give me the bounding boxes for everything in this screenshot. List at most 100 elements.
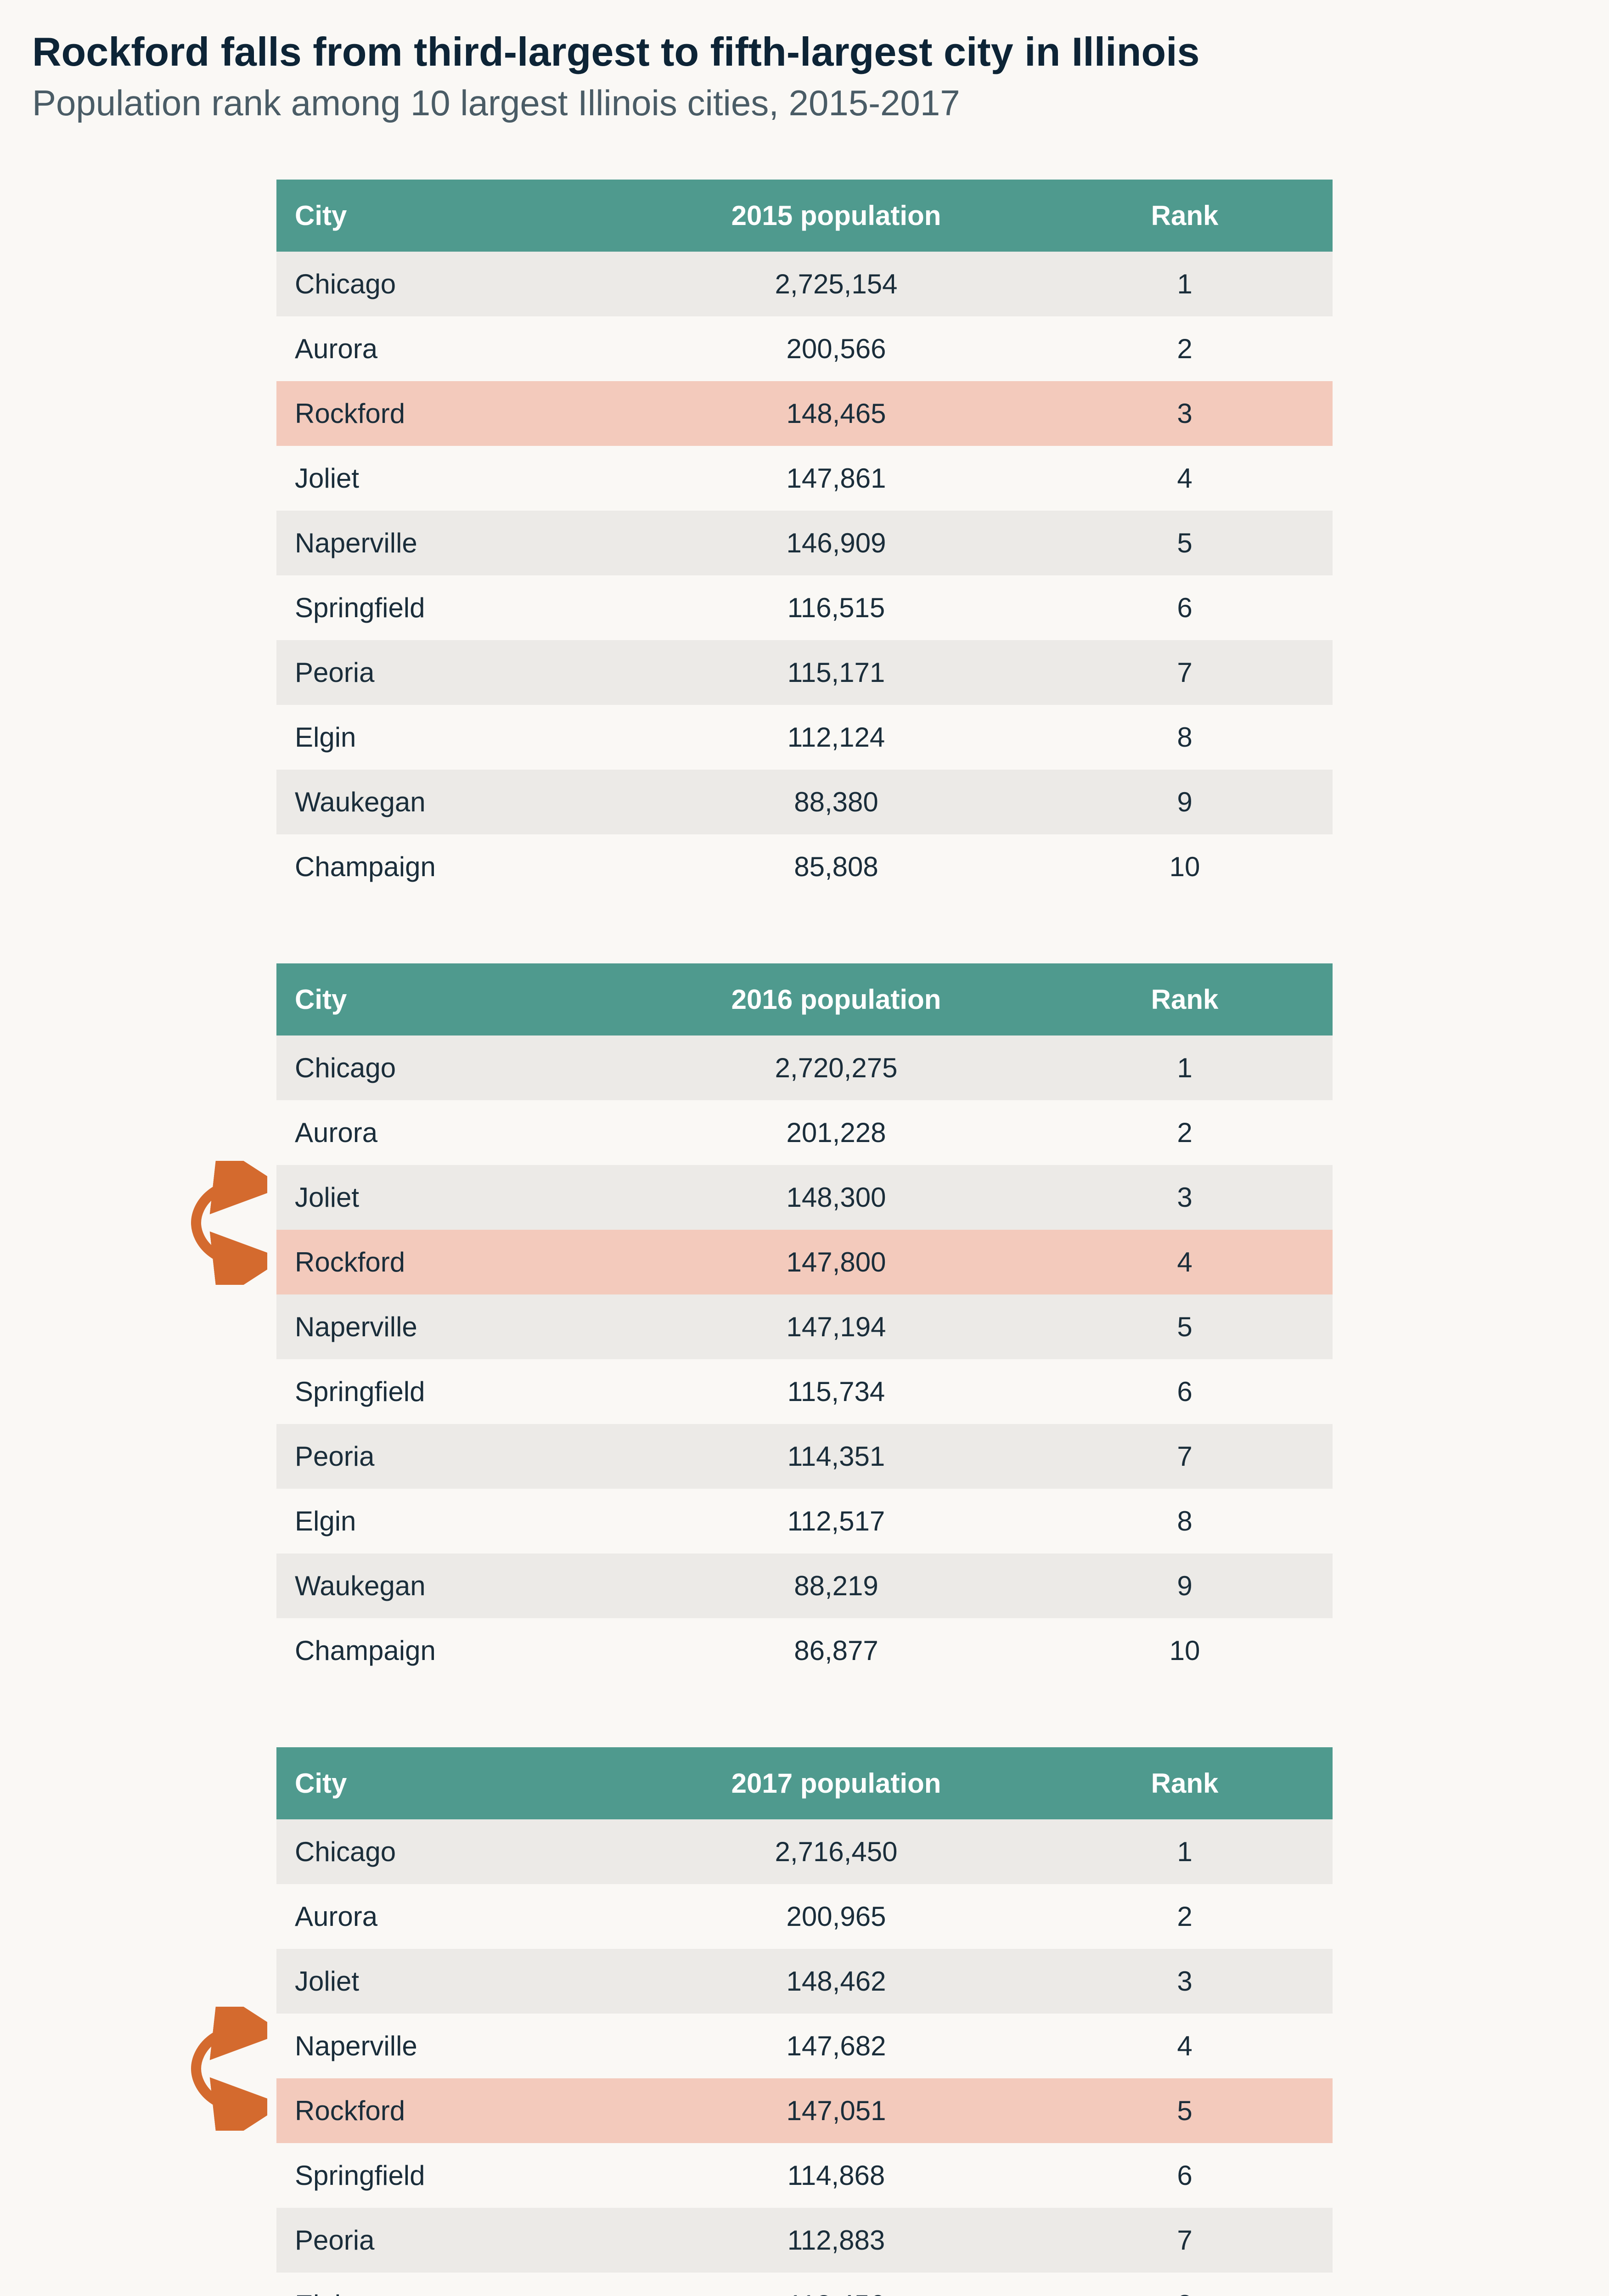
header-rank: Rank [1037,1747,1333,1819]
cell-population: 2,720,275 [636,1035,1037,1100]
cell-population: 112,883 [636,2208,1037,2273]
cell-population: 85,808 [636,834,1037,899]
cell-population: 115,171 [636,640,1037,705]
cell-population: 200,566 [636,316,1037,381]
cell-rank: 9 [1037,770,1333,834]
cell-population: 201,228 [636,1100,1037,1165]
table-row: Aurora200,5662 [276,316,1333,381]
table-row: Naperville147,1945 [276,1294,1333,1359]
cell-city: Waukegan [276,770,636,834]
cell-city: Peoria [276,2208,636,2273]
cell-rank: 8 [1037,1489,1333,1553]
cell-city: Champaign [276,834,636,899]
cell-rank: 1 [1037,252,1333,316]
swap-arrow-icon [175,2007,267,2131]
table-row: Naperville146,9095 [276,511,1333,575]
population-table: City2017 populationRankChicago2,716,4501… [276,1747,1333,2296]
cell-rank: 8 [1037,2273,1333,2296]
table-block-0: City2015 populationRankChicago2,725,1541… [276,180,1333,899]
table-row: Aurora200,9652 [276,1884,1333,1949]
cell-rank: 7 [1037,640,1333,705]
cell-population: 2,725,154 [636,252,1037,316]
cell-rank: 7 [1037,1424,1333,1489]
cell-population: 148,462 [636,1949,1037,2014]
cell-population: 115,734 [636,1359,1037,1424]
cell-rank: 2 [1037,1100,1333,1165]
cell-city: Naperville [276,2014,636,2078]
table-row: Waukegan88,2199 [276,1553,1333,1618]
cell-city: Aurora [276,1100,636,1165]
cell-rank: 3 [1037,1165,1333,1230]
cell-city: Naperville [276,1294,636,1359]
table-row: Peoria114,3517 [276,1424,1333,1489]
header-city: City [276,180,636,252]
cell-population: 147,800 [636,1230,1037,1294]
cell-city: Joliet [276,1165,636,1230]
table-row: Rockford147,0515 [276,2078,1333,2143]
table-row: Rockford148,4653 [276,381,1333,446]
table-row: Joliet148,3003 [276,1165,1333,1230]
cell-population: 148,465 [636,381,1037,446]
table-row: Joliet147,8614 [276,446,1333,511]
header-city: City [276,963,636,1035]
table-row: Springfield115,7346 [276,1359,1333,1424]
table-row: Chicago2,720,2751 [276,1035,1333,1100]
cell-rank: 4 [1037,446,1333,511]
cell-city: Champaign [276,1618,636,1683]
cell-rank: 3 [1037,381,1333,446]
cell-city: Waukegan [276,1553,636,1618]
cell-rank: 5 [1037,511,1333,575]
cell-city: Aurora [276,1884,636,1949]
cell-rank: 9 [1037,1553,1333,1618]
table-row: Aurora201,2282 [276,1100,1333,1165]
cell-rank: 7 [1037,2208,1333,2273]
cell-city: Joliet [276,446,636,511]
table-row: Elgin112,5178 [276,1489,1333,1553]
cell-city: Elgin [276,1489,636,1553]
cell-rank: 1 [1037,1819,1333,1884]
cell-city: Rockford [276,2078,636,2143]
population-table: City2016 populationRankChicago2,720,2751… [276,963,1333,1683]
cell-rank: 3 [1037,1949,1333,2014]
population-table: City2015 populationRankChicago2,725,1541… [276,180,1333,899]
cell-rank: 2 [1037,316,1333,381]
cell-city: Springfield [276,1359,636,1424]
page-title: Rockford falls from third-largest to fif… [32,28,1577,76]
cell-population: 88,219 [636,1553,1037,1618]
cell-population: 86,877 [636,1618,1037,1683]
tables-container: City2015 populationRankChicago2,725,1541… [32,180,1577,2296]
cell-rank: 10 [1037,834,1333,899]
cell-population: 2,716,450 [636,1819,1037,1884]
cell-rank: 4 [1037,1230,1333,1294]
cell-city: Naperville [276,511,636,575]
header-population: 2015 population [636,180,1037,252]
cell-population: 112,124 [636,705,1037,770]
cell-population: 114,351 [636,1424,1037,1489]
table-row: Joliet148,4623 [276,1949,1333,2014]
swap-arrow-icon [175,1161,267,1285]
cell-rank: 4 [1037,2014,1333,2078]
cell-population: 148,300 [636,1165,1037,1230]
cell-population: 147,682 [636,2014,1037,2078]
table-row: Rockford147,8004 [276,1230,1333,1294]
cell-population: 116,515 [636,575,1037,640]
cell-city: Rockford [276,1230,636,1294]
cell-population: 147,861 [636,446,1037,511]
page-subtitle: Population rank among 10 largest Illinoi… [32,82,1577,125]
cell-city: Springfield [276,575,636,640]
cell-city: Elgin [276,705,636,770]
table-row: Peoria115,1717 [276,640,1333,705]
table-row: Naperville147,6824 [276,2014,1333,2078]
table-row: Elgin112,4568 [276,2273,1333,2296]
table-row: Springfield116,5156 [276,575,1333,640]
cell-city: Peoria [276,1424,636,1489]
header-population: 2016 population [636,963,1037,1035]
table-row: Waukegan88,3809 [276,770,1333,834]
header-rank: Rank [1037,180,1333,252]
cell-rank: 8 [1037,705,1333,770]
table-row: Peoria112,8837 [276,2208,1333,2273]
cell-population: 114,868 [636,2143,1037,2208]
table-row: Springfield114,8686 [276,2143,1333,2208]
cell-city: Chicago [276,1035,636,1100]
table-row: Champaign86,87710 [276,1618,1333,1683]
